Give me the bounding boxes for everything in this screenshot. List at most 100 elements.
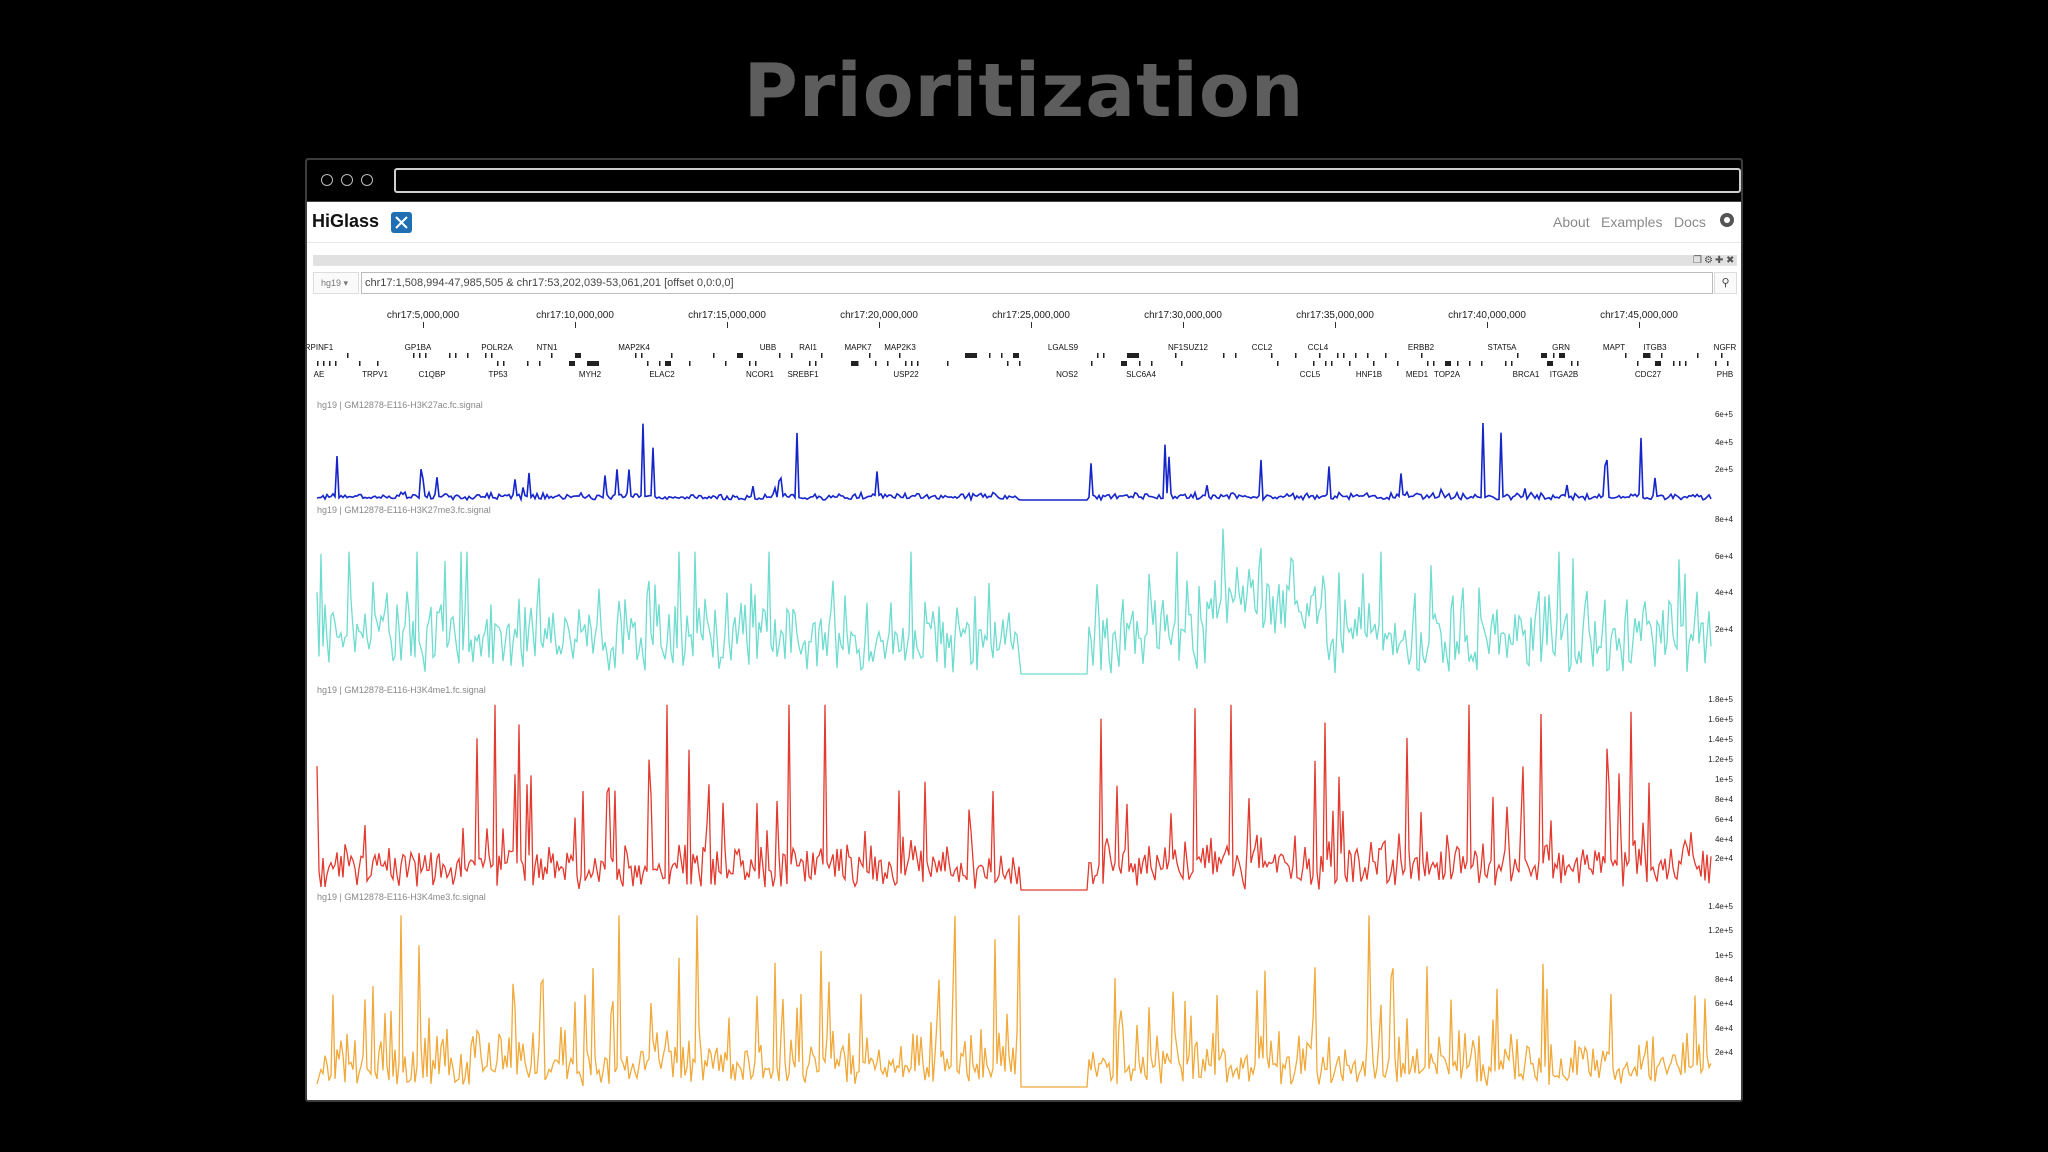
track-axis-label: 1.4e+5	[1708, 734, 1733, 744]
nav-docs-link[interactable]: Docs	[1674, 214, 1706, 230]
nav-about-link[interactable]: About	[1553, 214, 1590, 230]
gene-label[interactable]: ELAC2	[649, 370, 675, 379]
axis-tick-mark	[423, 322, 424, 328]
gene-label[interactable]: PHB	[1716, 370, 1734, 379]
add-track-icon[interactable]: ✚	[1715, 255, 1724, 266]
gene-label[interactable]: RPINF1	[305, 343, 334, 352]
settings-icon[interactable]: ⚙	[1704, 255, 1713, 266]
gene-label[interactable]: HNF1B	[1355, 370, 1383, 379]
track-axis-label: 4e+4	[1714, 1023, 1733, 1033]
axis-tick-label: chr17:10,000,000	[536, 310, 614, 321]
axis-tick-mark	[1031, 322, 1032, 328]
gene-label[interactable]: POLR2A	[481, 343, 513, 352]
github-icon[interactable]	[1720, 213, 1734, 227]
signal-line-track[interactable]	[307, 697, 1743, 892]
higlass-logo-icon[interactable]	[391, 212, 412, 233]
axis-tick-mark	[575, 322, 576, 328]
gene-label[interactable]: NGFR	[1713, 343, 1737, 352]
axis-tick-label: chr17:20,000,000	[840, 310, 918, 321]
close-view-icon[interactable]: ✖	[1726, 255, 1735, 266]
window-close-dot[interactable]	[321, 174, 333, 186]
gene-label[interactable]: MAP2K4	[618, 343, 650, 352]
track-axis-label: 4e+4	[1714, 834, 1733, 844]
gene-label[interactable]: SREBF1	[787, 370, 819, 379]
signal-line-track[interactable]	[307, 412, 1743, 502]
browser-chrome	[307, 160, 1741, 202]
track-title: hg19 | GM12878-E116-H3K4me1.fc.signal	[317, 685, 486, 695]
gene-label[interactable]: CCL5	[1299, 370, 1321, 379]
window-minimize-dot[interactable]	[341, 174, 353, 186]
gene-label[interactable]: ERBB2	[1407, 343, 1435, 352]
axis-tick-label: chr17:45,000,000	[1600, 310, 1678, 321]
address-bar[interactable]	[394, 168, 1741, 193]
gene-label[interactable]: TRPV1	[362, 370, 388, 379]
axis-tick-mark	[1183, 322, 1184, 328]
track-title: hg19 | GM12878-E116-H3K27ac.fc.signal	[317, 400, 483, 410]
assembly-select[interactable]: hg19 ▾	[313, 272, 359, 294]
gene-label[interactable]: NF1SUZ12	[1167, 343, 1209, 352]
gene-label[interactable]: BRCA1	[1512, 370, 1540, 379]
track-axis-label: 1.2e+5	[1708, 926, 1733, 936]
gene-label[interactable]: NOS2	[1056, 370, 1078, 379]
gene-label[interactable]: TOP2A	[1433, 370, 1461, 379]
track-axis-label: 1.4e+5	[1708, 902, 1733, 911]
gene-label[interactable]: TP53	[488, 370, 508, 379]
gene-label[interactable]: UBB	[759, 343, 777, 352]
assembly-label: hg19	[321, 278, 342, 288]
copy-view-icon[interactable]: ❐	[1693, 255, 1702, 266]
axis-tick-mark	[1335, 322, 1336, 328]
gene-label[interactable]: MED1	[1405, 370, 1429, 379]
gene-label[interactable]: NTN1	[536, 343, 558, 352]
axis-tick-label: chr17:35,000,000	[1296, 310, 1374, 321]
gene-label[interactable]: ITGA2B	[1549, 370, 1579, 379]
track-axis-label: 2e+4	[1714, 624, 1733, 634]
track-axis-label: 2e+5	[1714, 465, 1733, 475]
gene-label[interactable]: CDC27	[1634, 370, 1662, 379]
axis-tick-label: chr17:40,000,000	[1448, 310, 1526, 321]
gene-label[interactable]: USP22	[893, 370, 919, 379]
location-input[interactable]: chr17:1,508,994-47,985,505 & chr17:53,20…	[361, 272, 1713, 294]
axis-tick-mark	[1639, 322, 1640, 328]
signal-line-track[interactable]	[307, 904, 1743, 1089]
gene-label[interactable]: MYH2	[578, 370, 602, 379]
gene-label[interactable]: ITGB3	[1643, 343, 1667, 352]
track-axis-label: 4e+5	[1714, 437, 1733, 447]
track-axis-label: 8e+4	[1714, 974, 1733, 984]
view-header: ❐ ⚙ ✚ ✖	[313, 255, 1737, 266]
track-axis-label: 2e+4	[1714, 1047, 1733, 1057]
axis-tick-label: chr17:5,000,000	[386, 310, 460, 321]
search-icon[interactable]: ⚲	[1714, 272, 1737, 294]
gene-label[interactable]: MAPT	[1602, 343, 1626, 352]
app-title: HiGlass	[312, 211, 380, 231]
gene-label[interactable]: C1QBP	[418, 370, 446, 379]
nav-examples-link[interactable]: Examples	[1601, 214, 1663, 230]
signal-line	[316, 528, 1712, 675]
gene-label[interactable]: GRN	[1552, 343, 1570, 352]
track-axis-label: 1.6e+5	[1708, 714, 1733, 724]
window-maximize-dot[interactable]	[361, 174, 373, 186]
gene-label[interactable]: CCL2	[1251, 343, 1273, 352]
slide-title: Prioritization	[743, 48, 1305, 134]
browser-window: HiGlass About Examples Docs ❐ ⚙ ✚ ✖ hg19…	[305, 158, 1743, 1102]
track-axis-label: 6e+4	[1714, 814, 1733, 824]
gene-label[interactable]: SLC6A4	[1126, 370, 1156, 379]
track-title: hg19 | GM12878-E116-H3K4me3.fc.signal	[317, 892, 486, 902]
gene-label[interactable]: MAP2K3	[884, 343, 916, 352]
signal-line	[316, 915, 1712, 1088]
higlass-header: HiGlass About Examples Docs	[307, 202, 1741, 243]
gene-label[interactable]: RAI1	[799, 343, 817, 352]
track-axis-label: 1e+5	[1714, 774, 1733, 784]
track-axis-label: 6e+4	[1714, 551, 1733, 561]
gene-label[interactable]: MAPK7	[844, 343, 872, 352]
track-axis-label: 8e+4	[1714, 794, 1733, 804]
gene-label[interactable]: STAT5A	[1487, 343, 1517, 352]
gene-label[interactable]: GP1BA	[404, 343, 432, 352]
gene-label[interactable]: NCOR1	[745, 370, 775, 379]
gene-label[interactable]: CCL4	[1307, 343, 1329, 352]
axis-tick-label: chr17:25,000,000	[992, 310, 1070, 321]
gene-label[interactable]: AE	[313, 370, 325, 379]
signal-line-track[interactable]	[307, 517, 1743, 676]
track-axis-label: 6e+4	[1714, 999, 1733, 1009]
track-axis-label: 1.8e+5	[1708, 695, 1733, 704]
gene-label[interactable]: LGALS9	[1047, 343, 1079, 352]
